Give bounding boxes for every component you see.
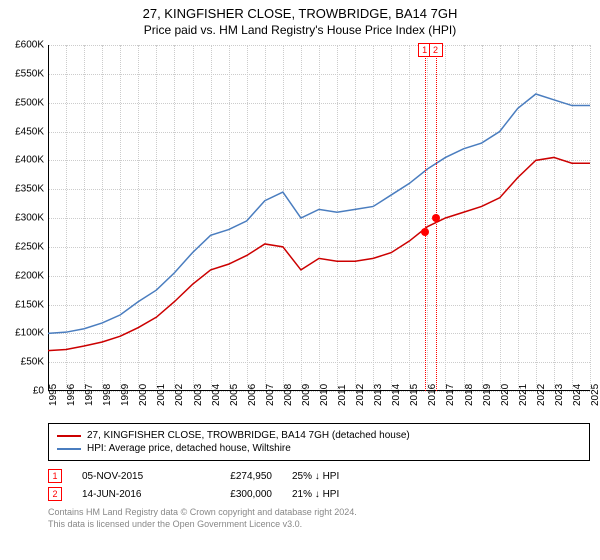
y-axis-label: £350K <box>2 184 44 195</box>
x-axis-label: 2016 <box>427 384 438 406</box>
x-axis-label: 2020 <box>500 384 511 406</box>
legend-swatch-property <box>57 435 81 437</box>
gridline-v <box>590 45 591 391</box>
x-axis-label: 2013 <box>373 384 384 406</box>
sale-marker-dot <box>421 228 429 236</box>
y-axis-label: £0 <box>2 386 44 397</box>
legend-label-hpi: HPI: Average price, detached house, Wilt… <box>87 443 291 454</box>
x-axis-label: 2021 <box>518 384 529 406</box>
sales-row: 2 14-JUN-2016 £300,000 21% ↓ HPI <box>48 487 590 501</box>
x-axis-label: 2025 <box>590 384 600 406</box>
sales-date: 05-NOV-2015 <box>82 471 172 482</box>
legend-swatch-hpi <box>57 448 81 450</box>
x-axis-label: 2009 <box>301 384 312 406</box>
x-axis-label: 2005 <box>229 384 240 406</box>
sales-marker-id: 1 <box>48 469 62 483</box>
x-axis-label: 2007 <box>265 384 276 406</box>
x-axis-label: 2000 <box>138 384 149 406</box>
sales-price: £300,000 <box>192 489 272 500</box>
title-line2: Price paid vs. HM Land Registry's House … <box>0 23 600 37</box>
y-axis-label: £550K <box>2 68 44 79</box>
y-axis-label: £450K <box>2 126 44 137</box>
chart-area: £0£50K£100K£150K£200K£250K£300K£350K£400… <box>48 45 590 415</box>
legend-row-property: 27, KINGFISHER CLOSE, TROWBRIDGE, BA14 7… <box>57 430 581 441</box>
x-axis-label: 2012 <box>355 384 366 406</box>
x-axis-label: 2023 <box>554 384 565 406</box>
x-axis-label: 2014 <box>391 384 402 406</box>
plot-region: £0£50K£100K£150K£200K£250K£300K£350K£400… <box>48 45 590 391</box>
x-axis-label: 2018 <box>464 384 475 406</box>
footer-line2: This data is licensed under the Open Gov… <box>48 519 590 531</box>
title-block: 27, KINGFISHER CLOSE, TROWBRIDGE, BA14 7… <box>0 0 600 39</box>
x-axis-label: 2003 <box>193 384 204 406</box>
legend: 27, KINGFISHER CLOSE, TROWBRIDGE, BA14 7… <box>48 423 590 461</box>
series-svg <box>48 45 590 391</box>
x-axis-label: 2015 <box>409 384 420 406</box>
legend-row-hpi: HPI: Average price, detached house, Wilt… <box>57 443 581 454</box>
sales-price: £274,950 <box>192 471 272 482</box>
y-axis-label: £200K <box>2 270 44 281</box>
chart-container: 27, KINGFISHER CLOSE, TROWBRIDGE, BA14 7… <box>0 0 600 560</box>
sales-diff: 21% ↓ HPI <box>292 489 372 500</box>
sale-marker-dot <box>432 214 440 222</box>
y-axis-label: £600K <box>2 40 44 51</box>
x-axis-label: 1997 <box>84 384 95 406</box>
x-axis-label: 2002 <box>174 384 185 406</box>
sales-marker-id: 2 <box>48 487 62 501</box>
x-axis-label: 2010 <box>319 384 330 406</box>
y-axis-label: £100K <box>2 328 44 339</box>
sales-row: 1 05-NOV-2015 £274,950 25% ↓ HPI <box>48 469 590 483</box>
x-axis-label: 2017 <box>445 384 456 406</box>
x-axis-label: 2022 <box>536 384 547 406</box>
y-axis-label: £300K <box>2 213 44 224</box>
x-axis-label: 2024 <box>572 384 583 406</box>
legend-label-property: 27, KINGFISHER CLOSE, TROWBRIDGE, BA14 7… <box>87 430 410 441</box>
sales-date: 14-JUN-2016 <box>82 489 172 500</box>
footer-line1: Contains HM Land Registry data © Crown c… <box>48 507 590 519</box>
x-axis-label: 1995 <box>48 384 59 406</box>
sale-marker-line <box>425 45 426 391</box>
y-axis-label: £400K <box>2 155 44 166</box>
x-axis-label: 1999 <box>120 384 131 406</box>
sales-diff: 25% ↓ HPI <box>292 471 372 482</box>
y-axis-label: £150K <box>2 299 44 310</box>
sale-marker-box: 2 <box>429 43 443 57</box>
footer: Contains HM Land Registry data © Crown c… <box>48 507 590 530</box>
x-axis-label: 2006 <box>247 384 258 406</box>
x-axis-label: 2001 <box>156 384 167 406</box>
series-line-property <box>48 157 590 350</box>
y-axis-label: £250K <box>2 241 44 252</box>
title-line1: 27, KINGFISHER CLOSE, TROWBRIDGE, BA14 7… <box>0 6 600 21</box>
sales-table: 1 05-NOV-2015 £274,950 25% ↓ HPI 2 14-JUN-201… <box>48 469 590 501</box>
x-axis-label: 2004 <box>211 384 222 406</box>
x-axis-label: 2008 <box>283 384 294 406</box>
x-axis-label: 2019 <box>482 384 493 406</box>
x-axis-label: 2011 <box>337 384 348 406</box>
y-axis-label: £50K <box>2 357 44 368</box>
y-axis-label: £500K <box>2 97 44 108</box>
series-line-hpi <box>48 94 590 333</box>
x-axis-label: 1998 <box>102 384 113 406</box>
x-axis-label: 1996 <box>66 384 77 406</box>
